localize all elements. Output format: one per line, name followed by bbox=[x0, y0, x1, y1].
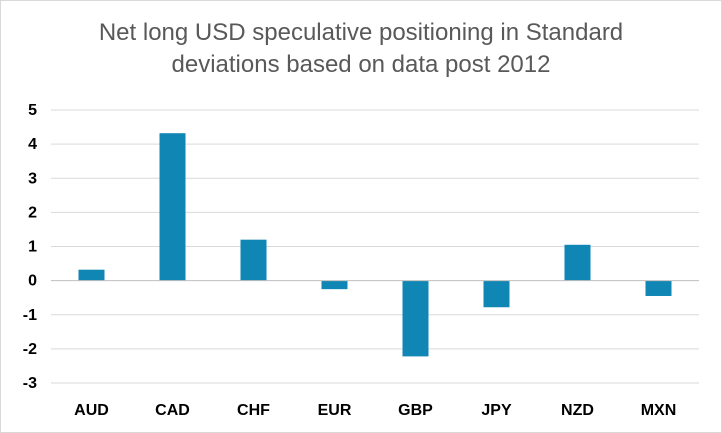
y-tick-label: -1 bbox=[23, 307, 37, 324]
x-tick-label: CAD bbox=[155, 402, 190, 419]
y-tick-label: 2 bbox=[28, 204, 37, 221]
x-tick-label: MXN bbox=[641, 402, 677, 419]
x-tick-label: GBP bbox=[398, 402, 433, 419]
y-tick-label: 1 bbox=[28, 239, 37, 256]
gridlines bbox=[51, 109, 699, 384]
y-tick-label: 4 bbox=[28, 136, 37, 153]
x-tick-label: AUD bbox=[74, 402, 109, 419]
bars bbox=[78, 133, 672, 357]
bar-eur bbox=[321, 280, 348, 290]
x-tick-label: JPY bbox=[481, 402, 512, 419]
bar-mxn bbox=[645, 280, 672, 296]
x-tick-label: NZD bbox=[561, 402, 594, 419]
chart-title-line-2: deviations based on data post 2012 bbox=[171, 51, 551, 78]
bar-jpy bbox=[483, 280, 510, 308]
y-tick-label: 5 bbox=[28, 102, 37, 119]
y-tick-label: 0 bbox=[28, 273, 37, 290]
x-tick-label: CHF bbox=[237, 402, 270, 419]
x-tick-label: EUR bbox=[318, 402, 352, 419]
y-tick-label: 3 bbox=[28, 170, 37, 187]
bar-chf bbox=[240, 239, 267, 281]
y-tick-label: -3 bbox=[23, 375, 37, 392]
bar-nzd bbox=[564, 244, 591, 281]
y-tick-label: -2 bbox=[23, 341, 37, 358]
chart-title: Net long USD speculative positioning in … bbox=[1, 17, 721, 81]
bar-gbp bbox=[402, 280, 429, 357]
bar-cad bbox=[159, 133, 186, 281]
labels: 5 4 3 2 1 0 -1 -2 -3 AUD CAD CHF EUR GBP JPY NZD MXN bbox=[23, 102, 677, 419]
bar-aud bbox=[78, 269, 105, 281]
chart-title-line-1: Net long USD speculative positioning in … bbox=[98, 19, 624, 46]
